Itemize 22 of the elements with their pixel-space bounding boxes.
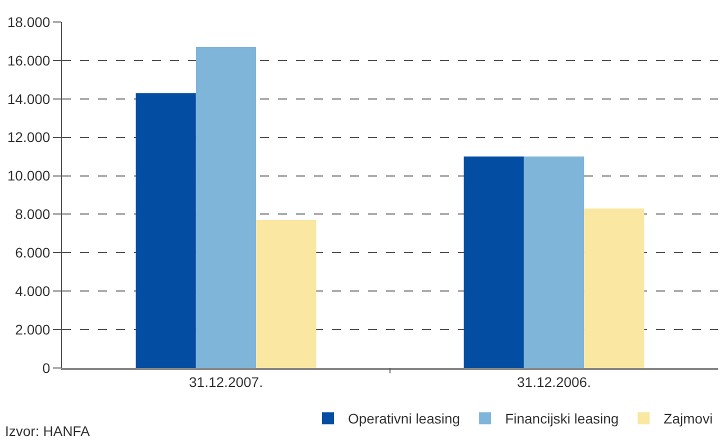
legend-label: Financijski leasing bbox=[505, 410, 619, 427]
y-tick-label: 18.000 bbox=[7, 14, 50, 30]
legend-label: Zajmovi bbox=[664, 410, 713, 427]
x-tick-label: 31.12.2006. bbox=[517, 374, 591, 390]
y-tick-label: 2.000 bbox=[15, 321, 50, 338]
x-tick-label: 31.12.2007. bbox=[189, 374, 263, 390]
y-tick-label: 14.000 bbox=[7, 90, 50, 107]
y-tick-label: 16.000 bbox=[7, 52, 50, 68]
bar bbox=[136, 93, 196, 368]
bar bbox=[256, 220, 316, 368]
y-tick-label: 8.000 bbox=[15, 206, 50, 222]
bar bbox=[464, 156, 524, 368]
bar bbox=[584, 208, 644, 368]
y-tick-label: 6.000 bbox=[15, 244, 50, 261]
legend-label: Operativni leasing bbox=[348, 410, 460, 427]
y-tick-label: 10.000 bbox=[7, 168, 50, 184]
y-tick-label: 12.000 bbox=[7, 129, 50, 146]
text: Izvor: HANFA bbox=[5, 423, 90, 439]
bar bbox=[196, 46, 256, 368]
bar bbox=[524, 156, 584, 368]
y-tick-label: 4.000 bbox=[15, 283, 50, 300]
y-tick-label: 0 bbox=[42, 360, 50, 376]
